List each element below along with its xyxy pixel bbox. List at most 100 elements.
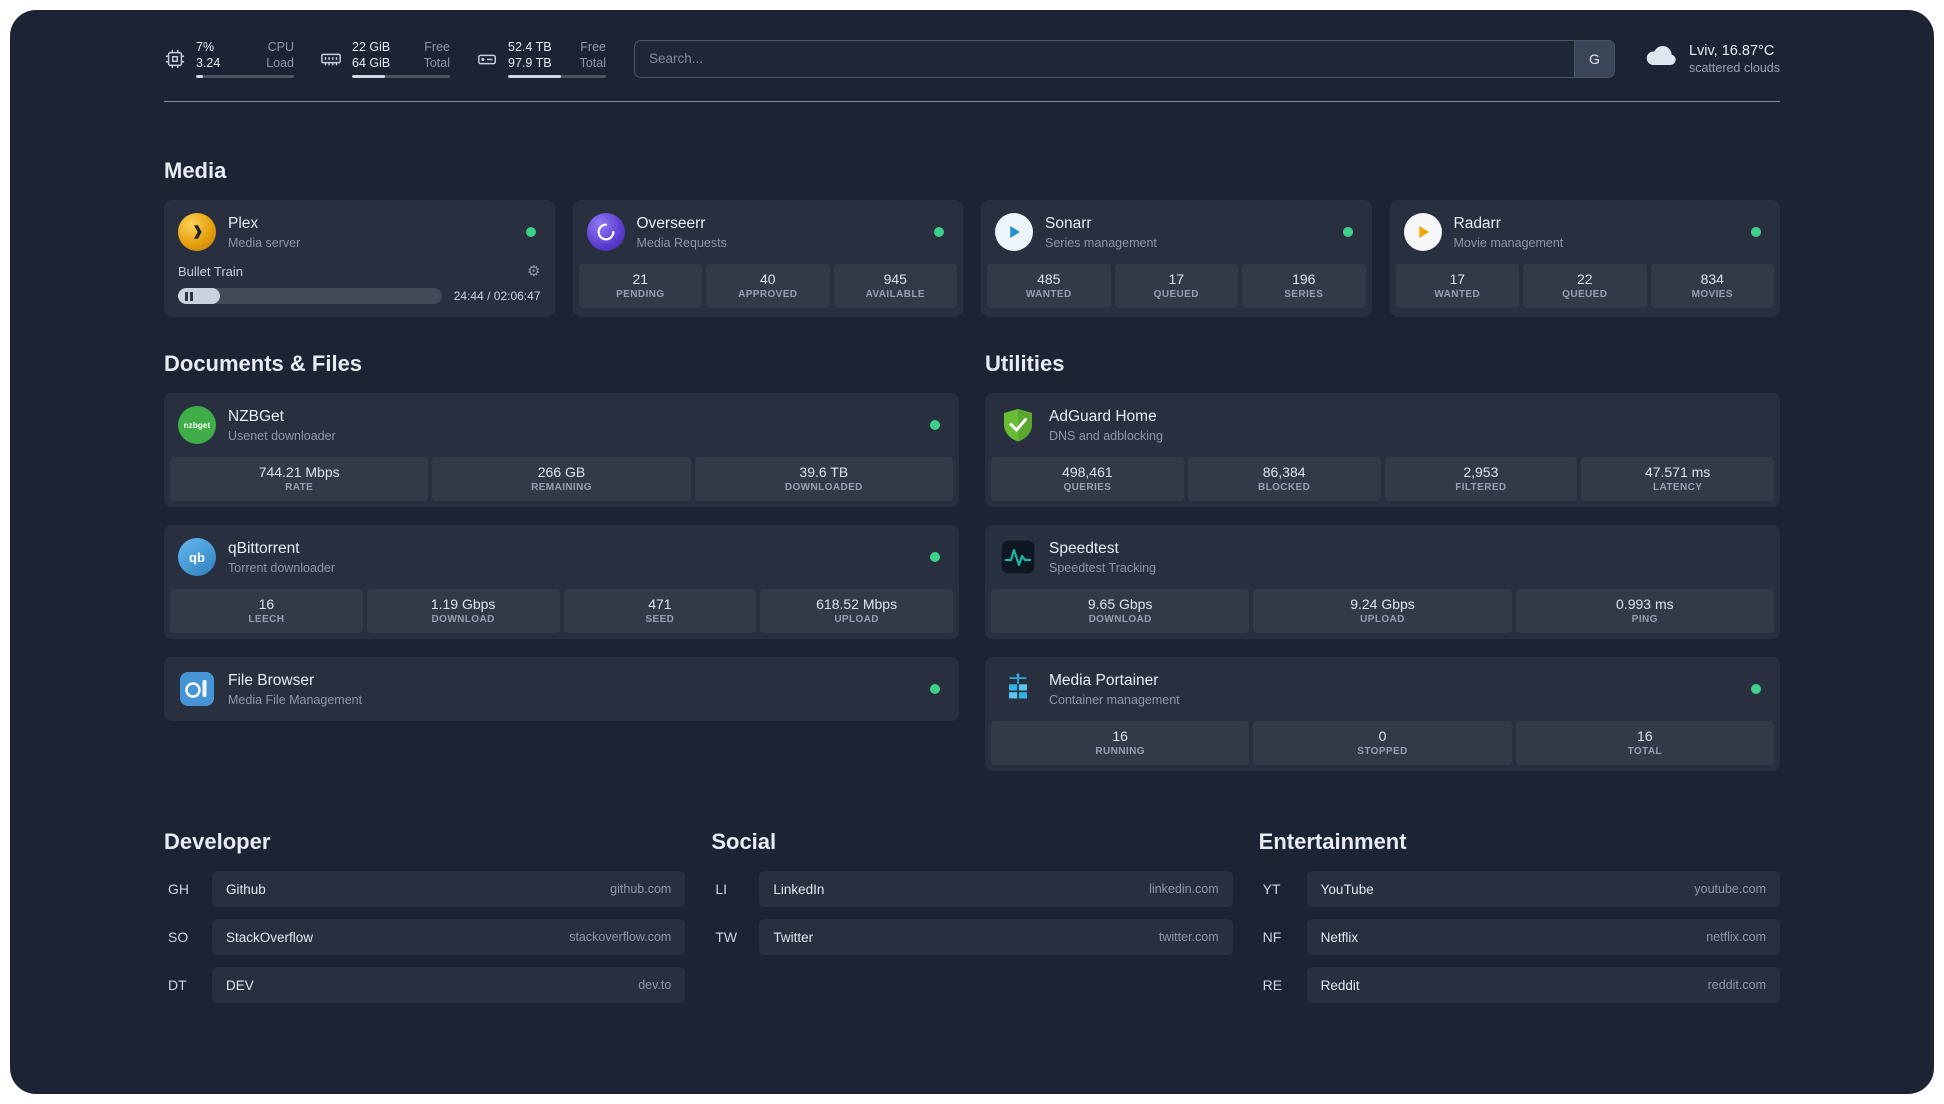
- stat-label: APPROVED: [738, 289, 798, 300]
- service-card-nzbget[interactable]: nzbget NZBGet Usenet downloader 744.21 M…: [164, 393, 959, 507]
- overseerr-icon: [586, 213, 625, 251]
- stat-value: 266 GB: [537, 464, 586, 480]
- stat-tile: 485 WANTED: [987, 264, 1111, 308]
- stat-value: 0.993 ms: [1616, 596, 1674, 612]
- memory-free: 22 GiB: [352, 39, 391, 54]
- service-name: Sonarr: [1045, 214, 1092, 232]
- service-card-plex[interactable]: Plex Media server Bullet Train ⚙ 24:44: [164, 200, 555, 317]
- bookmark-youtube[interactable]: YouTube youtube.com: [1306, 871, 1780, 907]
- stat-value: 16: [258, 596, 275, 612]
- stat-value: 1.19 Gbps: [430, 596, 496, 612]
- service-subtitle: Series management: [1045, 235, 1157, 250]
- stat-value: 618.52 Mbps: [816, 596, 898, 612]
- cpu-percent: 7%: [196, 39, 215, 54]
- bookmark-url: youtube.com: [1694, 882, 1766, 896]
- gear-icon[interactable]: ⚙: [527, 263, 541, 280]
- service-name: Speedtest: [1049, 539, 1119, 557]
- topbar-divider: [164, 101, 1780, 102]
- bookmark-twitter[interactable]: Twitter twitter.com: [759, 919, 1233, 955]
- dashboard: 7% CPU 3.24 Load 22 GiB Free 64 GiB Total: [10, 10, 1934, 1094]
- bookmark-group-social: Social LI LinkedIn linkedin.com TW Twitt…: [711, 829, 1233, 1015]
- stat-value: 22: [1576, 271, 1593, 287]
- stat-tile: 86,384 BLOCKED: [1187, 457, 1381, 501]
- bookmark-name: Github: [226, 881, 266, 897]
- stat-tile: 471 SEED: [563, 589, 757, 633]
- free-label: Free: [580, 39, 606, 54]
- stat-label: DOWNLOAD: [431, 614, 495, 625]
- bookmark-url: linkedin.com: [1149, 882, 1219, 896]
- bookmark-stackoverflow[interactable]: StackOverflow stackoverflow.com: [212, 919, 686, 955]
- stat-value: 9.65 Gbps: [1087, 596, 1153, 612]
- bookmark-github[interactable]: Github github.com: [212, 871, 686, 907]
- search-input[interactable]: [635, 51, 1574, 66]
- service-name: Radarr: [1453, 214, 1501, 232]
- section-title-entertainment: Entertainment: [1258, 829, 1407, 854]
- service-card-portainer[interactable]: Media Portainer Container management 16 R…: [985, 657, 1780, 771]
- total-label: Total: [423, 56, 450, 70]
- player-progress[interactable]: [178, 288, 442, 304]
- stat-value: 17: [1449, 271, 1466, 287]
- cpu-load: 3.24: [196, 56, 221, 70]
- stat-value: 40: [759, 271, 776, 287]
- service-card-overseerr[interactable]: Overseerr Media Requests 21 PENDING 40 APP…: [572, 200, 963, 317]
- pause-icon[interactable]: [185, 291, 193, 301]
- service-subtitle: Media server: [228, 235, 301, 250]
- bookmark-dev[interactable]: DEV dev.to: [212, 967, 686, 1003]
- qbittorrent-icon: qb: [178, 538, 216, 576]
- stat-label: WANTED: [1025, 289, 1072, 300]
- service-card-qbittorrent[interactable]: qb qBittorrent Torrent downloader 16 LEEC…: [164, 525, 959, 639]
- stat-tile: 744.21 Mbps RATE: [170, 457, 429, 501]
- stat-label: LEECH: [248, 614, 285, 625]
- bookmark-url: twitter.com: [1158, 930, 1219, 944]
- stat-tile: 16 LEECH: [170, 589, 363, 633]
- player-time: 24:44 / 02:06:47: [453, 289, 541, 303]
- stat-label: QUERIES: [1063, 482, 1112, 493]
- speedtest-icon: [999, 538, 1037, 576]
- stat-label: AVAILABLE: [865, 289, 925, 300]
- stat-label: UPLOAD: [1360, 614, 1405, 625]
- service-card-radarr[interactable]: Radarr Movie management 17 WANTED 22 QUEUE…: [1389, 200, 1780, 317]
- stat-tile: 618.52 Mbps UPLOAD: [760, 589, 953, 633]
- memory-icon: [320, 48, 342, 70]
- service-card-speedtest[interactable]: Speedtest Speedtest Tracking 9.65 Gbps DO…: [985, 525, 1780, 639]
- stat-tile: 39.6 TB DOWNLOADED: [694, 457, 953, 501]
- stat-label: RATE: [285, 482, 314, 493]
- service-subtitle: Speedtest Tracking: [1049, 560, 1157, 575]
- service-card-sonarr[interactable]: Sonarr Series management 485 WANTED 17 QUE…: [981, 200, 1372, 317]
- stat-value: 16: [1637, 728, 1653, 744]
- search-provider-button[interactable]: G: [1573, 40, 1614, 77]
- stat-value: 834: [1700, 271, 1724, 287]
- stat-tile: 40 APPROVED: [706, 264, 830, 308]
- stat-value: 0: [1378, 728, 1387, 744]
- adguard-icon: [999, 406, 1037, 444]
- bookmark-row: YT YouTube youtube.com: [1259, 871, 1780, 907]
- stat-label: QUEUED: [1153, 289, 1199, 300]
- stat-value: 498,461: [1062, 464, 1113, 480]
- stat-label: QUEUED: [1562, 289, 1608, 300]
- stat-tile: 834 MOVIES: [1650, 264, 1774, 308]
- stat-label: FILTERED: [1455, 482, 1507, 493]
- bookmark-abbr: YT: [1262, 881, 1281, 897]
- bookmark-url: stackoverflow.com: [569, 930, 672, 944]
- stat-value: 17: [1168, 271, 1185, 287]
- bookmark-netflix[interactable]: Netflix netflix.com: [1306, 919, 1780, 955]
- bookmark-abbr: RE: [1262, 977, 1283, 993]
- stat-value: 47.571 ms: [1644, 464, 1711, 480]
- stat-tile: 2,953 FILTERED: [1384, 457, 1578, 501]
- service-stats: 16 LEECH 1.19 Gbps DOWNLOAD 471 SEED 618.52…: [164, 589, 959, 639]
- service-card-filebrowser[interactable]: File Browser Media File Management: [164, 657, 959, 721]
- section-utilities: Utilities AdGuard Home DNS and adblockin…: [985, 351, 1780, 771]
- stat-value: 9.24 Gbps: [1350, 596, 1415, 612]
- bookmark-linkedin[interactable]: LinkedIn linkedin.com: [759, 871, 1233, 907]
- service-card-adguard[interactable]: AdGuard Home DNS and adblocking 498,461 Q…: [985, 393, 1780, 507]
- bookmark-row: LI LinkedIn linkedin.com: [711, 871, 1233, 907]
- status-dot: [930, 552, 940, 562]
- stat-label: PING: [1631, 614, 1658, 625]
- bookmark-reddit[interactable]: Reddit reddit.com: [1306, 967, 1780, 1003]
- section-title-media: Media: [164, 158, 227, 183]
- service-name: qBittorrent: [228, 539, 300, 557]
- stat-label: DOWNLOADED: [784, 482, 863, 493]
- section-documents: Documents & Files nzbget NZBGet Usenet d…: [164, 351, 959, 721]
- stat-tile: 47.571 ms LATENCY: [1581, 457, 1774, 501]
- stat-tile: 17 WANTED: [1395, 264, 1519, 308]
